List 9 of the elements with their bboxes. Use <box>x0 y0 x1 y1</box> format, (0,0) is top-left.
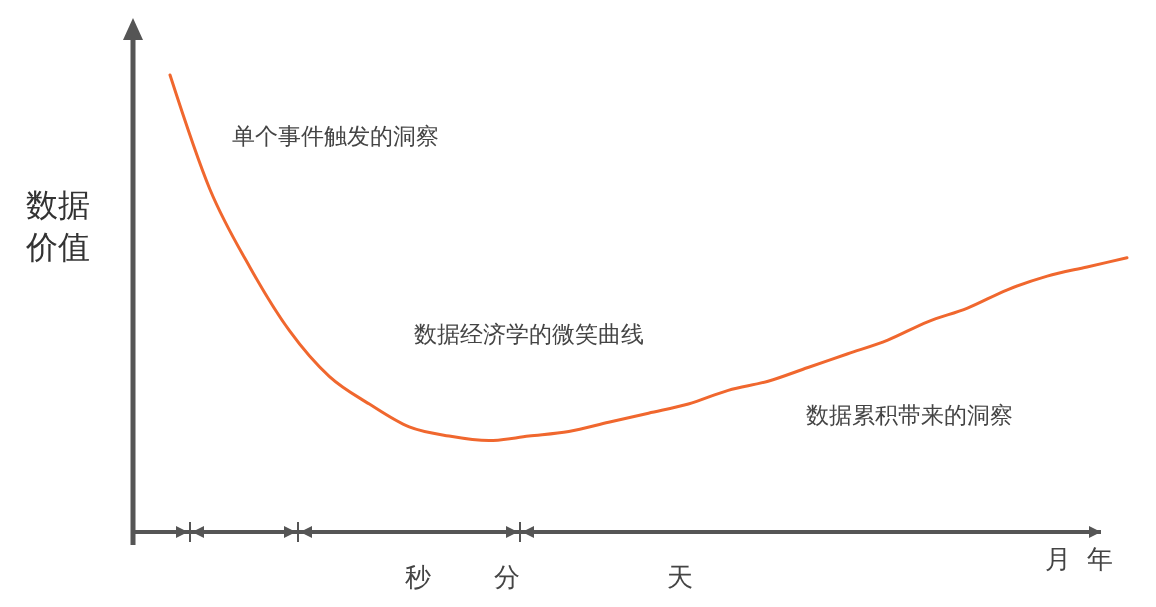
y-axis-title: 数据价值 <box>25 186 90 266</box>
annotation: 单个事件触发的洞察 <box>232 123 439 149</box>
annotation: 数据累积带来的洞察 <box>806 402 1013 428</box>
text: 月 <box>1045 544 1071 574</box>
text: 年 <box>1087 544 1113 574</box>
annotation: 数据经济学的微笑曲线 <box>414 321 644 347</box>
text: 秒 <box>405 562 431 592</box>
text: 天 <box>667 562 693 592</box>
text: 分 <box>494 562 520 592</box>
